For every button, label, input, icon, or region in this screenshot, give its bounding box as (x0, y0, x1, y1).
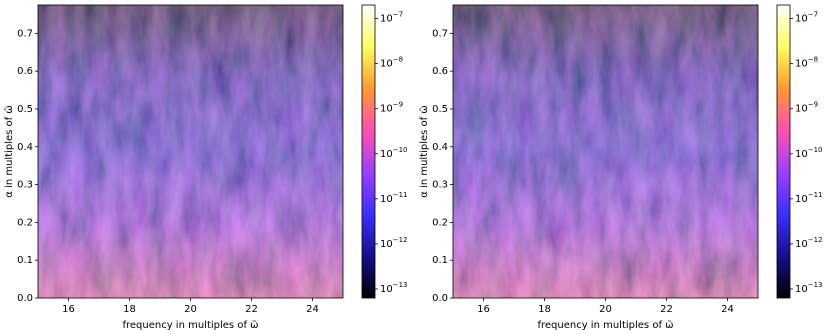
y-tick-label: 0.5 (17, 104, 33, 115)
x-tick-label: 22 (660, 304, 673, 315)
x-tick-label: 22 (245, 304, 258, 315)
colorbar-tick-label: 10−11 (795, 191, 823, 205)
colorbar-tick-label: 10−8 (380, 56, 403, 70)
y-tick-label: 0.4 (17, 142, 33, 153)
x-tick-label: 24 (721, 304, 734, 315)
colorbar-tick-label: 10−12 (380, 236, 408, 250)
x-tick-label: 20 (184, 304, 197, 315)
colorbar (776, 4, 791, 299)
colorbar-tick-label: 10−12 (795, 236, 823, 250)
x-axis-label: frequency in multiples of ω̃ (122, 319, 258, 331)
x-tick-label: 24 (306, 304, 319, 315)
y-tick-label: 0.7 (17, 28, 33, 39)
y-tick-label: 0.5 (432, 104, 448, 115)
y-tick-label: 0.2 (432, 217, 448, 228)
colorbar-tick-label: 10−13 (380, 281, 408, 295)
y-tick-label: 0.1 (432, 255, 448, 266)
y-tick-label: 0.6 (17, 66, 33, 77)
x-tick-label: 16 (62, 304, 75, 315)
y-tick-label: 0.4 (432, 142, 448, 153)
colorbar-tick-label: 10−7 (380, 11, 403, 25)
colorbar-tick-label: 10−11 (380, 191, 408, 205)
y-tick-label: 0.1 (17, 255, 33, 266)
y-axis-label: α in multiples of ω̃ (418, 105, 430, 197)
colorbar-tick-label: 10−7 (795, 11, 818, 25)
y-tick-label: 0.0 (432, 293, 448, 304)
x-tick-label: 20 (599, 304, 612, 315)
colorbar (361, 4, 376, 299)
y-tick-label: 0.7 (432, 28, 448, 39)
colorbar-tick-label: 10−10 (795, 146, 823, 160)
heatmap-texture (38, 5, 343, 298)
y-tick-label: 0.3 (17, 180, 33, 191)
y-tick-label: 0.3 (432, 180, 448, 191)
y-axis-label: α in multiples of ω̃ (3, 105, 15, 197)
colorbar-tick-label: 10−9 (380, 101, 403, 115)
x-tick-label: 16 (477, 304, 490, 315)
colorbar-tick-label: 10−8 (795, 56, 818, 70)
x-tick-label: 18 (538, 304, 551, 315)
colorbar-tick-label: 10−13 (795, 281, 823, 295)
colorbar-tick-label: 10−10 (380, 146, 408, 160)
y-tick-label: 0.6 (432, 66, 448, 77)
colorbar-tick-label: 10−9 (795, 101, 818, 115)
x-tick-label: 18 (123, 304, 136, 315)
heatmap-texture (453, 5, 758, 298)
y-tick-label: 0.0 (17, 293, 33, 304)
y-tick-label: 0.2 (17, 217, 33, 228)
x-axis-label: frequency in multiples of ω̃ (537, 319, 673, 331)
